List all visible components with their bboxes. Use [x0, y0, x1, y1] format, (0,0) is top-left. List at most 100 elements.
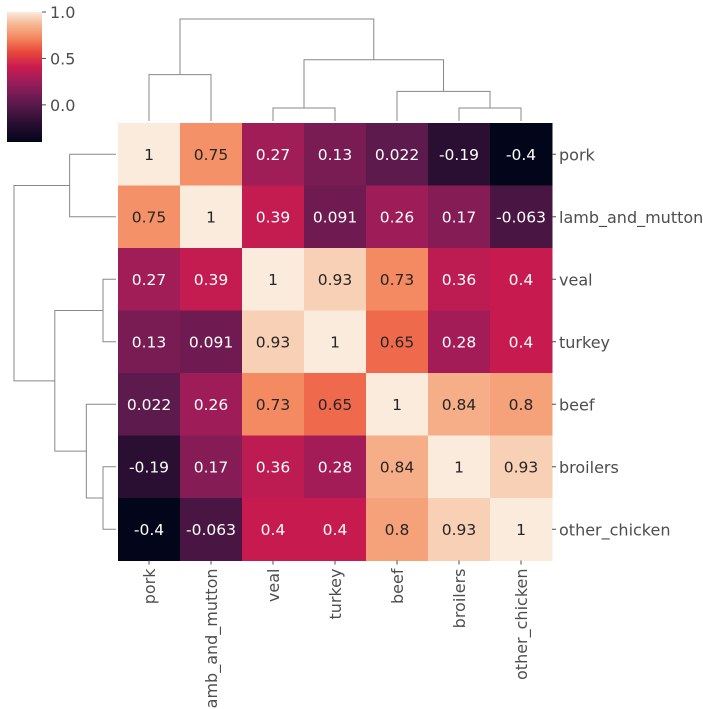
heatmap-cell-broilers-turkey [304, 435, 367, 499]
row-dendrogram [13, 153, 116, 530]
heatmap-cell-veal-turkey [304, 248, 367, 311]
cell-annotation-other_chicken-other_chicken: 1 [516, 521, 526, 539]
heatmap-cell-pork-pork [118, 123, 181, 186]
cell-annotation-veal-other_chicken: 0.4 [509, 271, 534, 289]
column-dendrogram [148, 18, 522, 121]
cell-annotation-pork-veal: 0.27 [256, 146, 291, 164]
cell-annotation-broilers-pork: -0.19 [129, 458, 169, 476]
row-dendrogram-link [69, 153, 116, 218]
heatmap-cell-turkey-pork [118, 310, 181, 374]
column-dendrogram-link [458, 107, 522, 121]
heatmap-cell-other_chicken-other_chicken [490, 498, 553, 561]
heatmap-cell-turkey-broilers [428, 310, 491, 374]
cell-annotation-beef-beef: 1 [392, 396, 402, 414]
row-dendrogram-link [102, 466, 116, 530]
cell-annotation-other_chicken-beef: 0.8 [385, 521, 410, 539]
cell-annotation-turkey-other_chicken: 0.4 [509, 333, 534, 351]
column-dendrogram-link [179, 18, 375, 75]
cell-annotation-beef-pork: 0.022 [127, 396, 171, 414]
row-label-pork: pork [559, 145, 596, 164]
heatmap-cell-other_chicken-broilers [428, 498, 491, 561]
cell-annotation-lamb_and_mutton-beef: 0.26 [380, 208, 415, 226]
heatmap-cell-veal-other_chicken [490, 248, 553, 311]
cell-annotation-pork-lamb_and_mutton: 0.75 [194, 146, 229, 164]
heatmap-cell-lamb_and_mutton-broilers [428, 185, 491, 249]
heatmap-cell-veal-pork [118, 248, 181, 311]
cell-annotation-broilers-lamb_and_mutton: 0.17 [194, 458, 229, 476]
cell-annotation-other_chicken-broilers: 0.93 [442, 521, 477, 539]
column-labels: pork lamb_and_mutton veal turkey beef broiler… [140, 560, 532, 709]
col-label-broilers: broilers [450, 569, 469, 629]
cell-annotation-broilers-veal: 0.36 [256, 458, 291, 476]
row-label-lamb_and_mutton: lamb_and_mutton [559, 208, 703, 228]
row-label-other_chicken: other_chicken [559, 520, 670, 540]
colorbar: 1.0 0.5 0.0 [7, 3, 75, 142]
col-label-other_chicken: other_chicken [512, 569, 532, 680]
heatmap-cells: 1 0.75 0.27 0.13 0.022 -0.19 -0.4 0.75 1 0.39 0.09… [118, 123, 553, 561]
heatmap-cell-beef-beef [366, 373, 429, 436]
heatmap-cell-beef-veal [242, 373, 305, 436]
cell-annotation-lamb_and_mutton-turkey: 0.091 [313, 208, 357, 226]
column-dendrogram-link [272, 107, 336, 121]
cell-annotation-broilers-other_chicken: 0.93 [504, 458, 539, 476]
heatmap-cell-beef-other_chicken [490, 373, 553, 436]
cell-annotation-turkey-broilers: 0.28 [442, 333, 477, 351]
heatmap-cell-broilers-broilers [428, 435, 491, 499]
row-label-beef: beef [559, 395, 595, 414]
cell-annotation-turkey-beef: 0.65 [380, 333, 415, 351]
column-dendrogram-link [303, 59, 444, 109]
cell-annotation-pork-turkey: 0.13 [318, 146, 353, 164]
column-dendrogram-link [396, 90, 491, 121]
heatmap-cell-pork-veal [242, 123, 305, 186]
cell-annotation-other_chicken-pork: -0.4 [134, 521, 164, 539]
heatmap-cell-veal-beef [366, 248, 429, 311]
cell-annotation-other_chicken-veal: 0.4 [261, 521, 286, 539]
row-label-broilers: broilers [559, 458, 619, 477]
cell-annotation-lamb_and_mutton-broilers: 0.17 [442, 208, 477, 226]
heatmap-cell-other_chicken-pork [118, 498, 181, 561]
heatmap-cell-broilers-beef [366, 435, 429, 499]
heatmap-cell-beef-broilers [428, 373, 491, 436]
cell-annotation-pork-other_chicken: -0.4 [506, 146, 536, 164]
heatmap-cell-other_chicken-lamb_and_mutton [180, 498, 243, 561]
cell-annotation-veal-veal: 1 [268, 271, 278, 289]
cell-annotation-broilers-broilers: 1 [454, 458, 464, 476]
heatmap-cell-other_chicken-beef [366, 498, 429, 561]
cell-annotation-veal-pork: 0.27 [132, 271, 167, 289]
row-dendrogram-link [13, 185, 70, 382]
col-label-beef: beef [388, 568, 407, 604]
colorbar-tick-label: 0.5 [50, 49, 75, 68]
row-dendrogram-link [102, 278, 116, 343]
heatmap-cell-pork-beef [366, 123, 429, 186]
heatmap-cell-lamb_and_mutton-beef [366, 185, 429, 249]
heatmap-cell-broilers-veal [242, 435, 305, 499]
cell-annotation-veal-broilers: 0.36 [442, 271, 477, 289]
cell-annotation-beef-other_chicken: 0.8 [509, 396, 534, 414]
cell-annotation-lamb_and_mutton-pork: 0.75 [132, 208, 167, 226]
column-dendrogram-link [148, 74, 212, 121]
heatmap-cell-beef-turkey [304, 373, 367, 436]
heatmap-cell-turkey-lamb_and_mutton [180, 310, 243, 374]
heatmap-cell-beef-lamb_and_mutton [180, 373, 243, 436]
heatmap-cell-pork-broilers [428, 123, 491, 186]
cell-annotation-lamb_and_mutton-veal: 0.39 [256, 208, 291, 226]
cell-annotation-beef-lamb_and_mutton: 0.26 [194, 396, 229, 414]
colorbar-tick-label: 0.0 [50, 96, 75, 115]
cell-annotation-turkey-turkey: 1 [330, 333, 340, 351]
col-label-lamb_and_mutton: lamb_and_mutton [202, 569, 222, 709]
heatmap-cell-turkey-other_chicken [490, 310, 553, 374]
cell-annotation-beef-broilers: 0.84 [442, 396, 477, 414]
cell-annotation-lamb_and_mutton-lamb_and_mutton: 1 [206, 208, 216, 226]
row-label-veal: veal [559, 270, 593, 289]
colorbar-fill [7, 12, 42, 142]
colorbar-tick-label: 1.0 [50, 3, 75, 22]
col-label-pork: pork [140, 568, 159, 605]
heatmap-cell-veal-lamb_and_mutton [180, 248, 243, 311]
cell-annotation-turkey-veal: 0.93 [256, 333, 291, 351]
cell-annotation-other_chicken-lamb_and_mutton: -0.063 [186, 521, 236, 539]
heatmap-cell-broilers-lamb_and_mutton [180, 435, 243, 499]
heatmap-cell-broilers-pork [118, 435, 181, 499]
heatmap-cell-beef-pork [118, 373, 181, 436]
heatmap-cell-turkey-beef [366, 310, 429, 374]
